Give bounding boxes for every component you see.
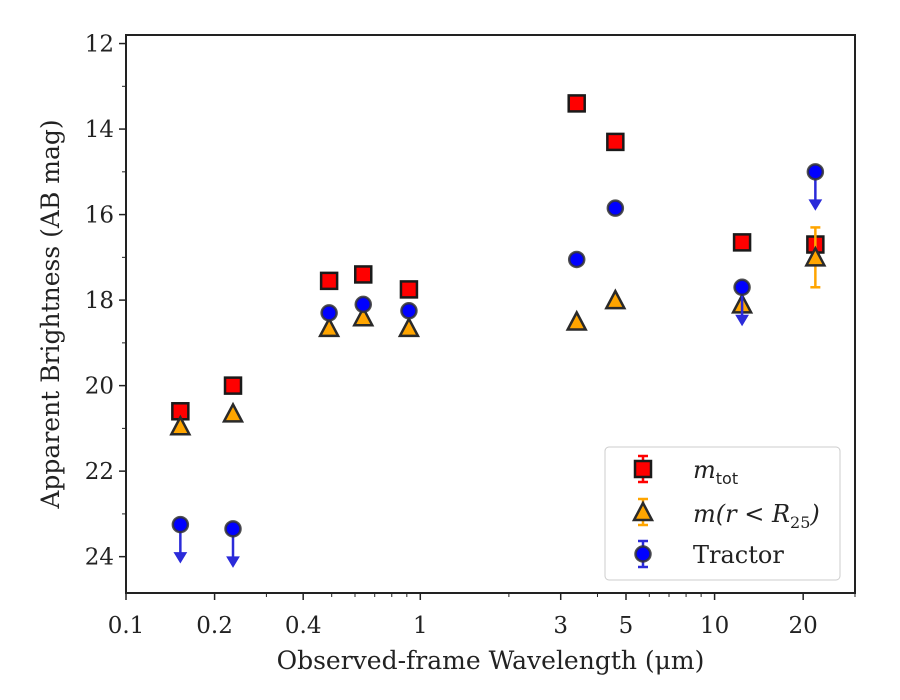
x-tick-label: 10: [700, 613, 729, 639]
tractor-point: [400, 302, 418, 320]
series-mtot: [171, 94, 825, 421]
tractor-point: [606, 199, 625, 217]
m-r25-point: [604, 288, 627, 310]
legend-box: [604, 446, 841, 581]
tractor-point: [320, 304, 338, 322]
x-tick-label: 1: [413, 613, 428, 639]
upper-limit-arrowhead: [808, 199, 823, 211]
m-r25-point: [221, 401, 245, 423]
mtot-point: [399, 280, 419, 299]
upper-limit-arrowhead: [735, 314, 749, 327]
y-tick-label: 24: [85, 545, 114, 571]
legend-label-mtot: mtot: [693, 456, 738, 488]
x-tick-label: 0.1: [108, 613, 145, 639]
tractor-point: [733, 278, 751, 297]
x-axis-label: Observed-frame Wavelength (μm): [277, 646, 705, 675]
upper-limit-arrowhead: [226, 556, 240, 568]
x-tick-label: 3: [553, 613, 568, 639]
series-m-r25: [169, 226, 827, 436]
y-tick-label: 16: [85, 203, 114, 229]
legend-marker-m-r25: [631, 500, 655, 522]
m-r25-point: [397, 316, 421, 338]
mtot-point: [606, 132, 625, 152]
legend-marker-tractor: [634, 545, 652, 563]
y-axis-label: Apparent Brightness (AB mag): [36, 119, 65, 509]
marks-layer: [169, 94, 827, 568]
tractor-point: [806, 163, 825, 181]
tractor-point: [354, 295, 373, 314]
y-tick-label: 12: [85, 32, 114, 58]
upper-limit-arrowhead: [173, 552, 188, 564]
y-tick-label: 22: [85, 459, 114, 485]
tractor-point: [567, 250, 586, 269]
ticks-layer: 0.1 0.2 0.4 1 3 5 10 20 12 14 16 18 20 22 24: [85, 32, 856, 639]
legend-label-mr25: m(r < R25): [693, 500, 820, 532]
m-r25-point: [318, 316, 341, 338]
x-tick-label: 0.4: [285, 613, 322, 639]
legend: mtot m(r < R25) Tractor: [604, 446, 841, 581]
legend-marker-mtot: [633, 459, 653, 479]
tractor-point: [171, 515, 190, 534]
mtot-point: [319, 271, 339, 291]
tractor-point: [224, 520, 242, 538]
plot-frame: [125, 34, 856, 594]
legend-label-tractor: Tractor: [693, 541, 784, 569]
m-r25-point: [565, 309, 588, 331]
m-r25-point: [352, 305, 375, 327]
x-tick-label: 20: [789, 613, 818, 639]
y-tick-label: 20: [85, 374, 114, 400]
y-tick-label: 18: [85, 288, 114, 314]
m-r25-point: [804, 245, 827, 267]
series-tractor: [171, 163, 825, 568]
legend-markers: [631, 454, 655, 569]
y-tick-label: 14: [85, 117, 114, 143]
x-tick-label: 5: [619, 613, 634, 639]
m-r25-point: [169, 414, 192, 436]
mtot-point: [732, 233, 752, 252]
mtot-point: [567, 94, 586, 113]
mtot-point: [223, 376, 243, 395]
mtot-point: [354, 265, 373, 284]
x-tick-label: 0.2: [196, 613, 233, 639]
